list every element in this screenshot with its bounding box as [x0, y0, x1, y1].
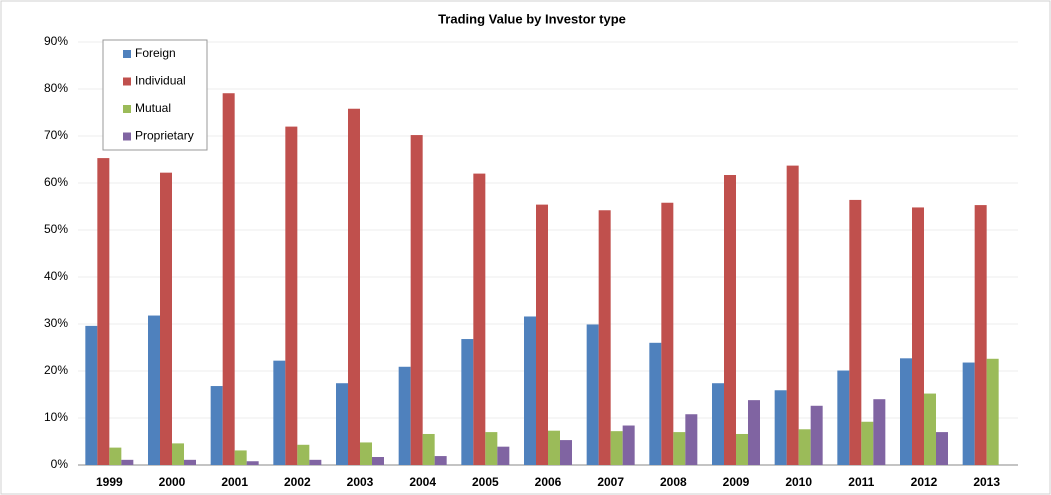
bar [936, 432, 948, 465]
y-tick-label: 0% [51, 457, 69, 471]
x-tick-label: 2010 [785, 475, 812, 489]
bar [109, 447, 122, 465]
legend-swatch [123, 105, 131, 113]
bar [712, 383, 724, 465]
x-tick-label: 2003 [347, 475, 374, 489]
bar [97, 158, 110, 465]
x-tick-label: 2012 [911, 475, 938, 489]
chart-title: Trading Value by Investor type [438, 11, 626, 26]
bar [148, 315, 160, 465]
bar [160, 172, 172, 465]
bar [610, 431, 623, 465]
x-tick-label: 2013 [973, 475, 1000, 489]
bar [736, 433, 748, 465]
bar [861, 421, 874, 465]
bar [724, 175, 736, 465]
bar [461, 339, 474, 465]
bar [560, 440, 572, 465]
bar [849, 199, 862, 466]
legend-label: Mutual [135, 101, 171, 115]
legend-swatch [123, 132, 131, 141]
bar [598, 210, 611, 465]
y-tick-label: 50% [44, 222, 68, 236]
x-tick-label: 2007 [597, 475, 624, 489]
y-tick-label: 30% [44, 316, 68, 330]
bar [786, 165, 799, 466]
bar [360, 442, 372, 465]
y-tick-label: 90% [44, 34, 68, 48]
bar [524, 316, 536, 465]
bar [184, 459, 196, 465]
bar [873, 399, 886, 465]
x-tick-label: 2005 [472, 475, 499, 489]
bar [900, 358, 912, 465]
bar [586, 324, 599, 465]
bar [234, 450, 247, 465]
x-tick-label: 2004 [409, 475, 436, 489]
bar [297, 444, 310, 465]
bar [434, 456, 447, 465]
bar [497, 446, 510, 465]
bar [121, 459, 134, 465]
bar [798, 429, 811, 465]
bar [309, 459, 322, 465]
legend-label: Proprietary [135, 129, 194, 143]
bar [246, 461, 259, 465]
bar [649, 342, 662, 465]
bar [348, 108, 360, 466]
bar [336, 383, 348, 465]
bar [837, 370, 850, 465]
x-tick-label: 2000 [159, 475, 186, 489]
y-tick-label: 70% [44, 128, 68, 142]
x-tick-label: 2001 [221, 475, 248, 489]
x-tick-label: 2002 [284, 475, 311, 489]
bar [536, 204, 548, 465]
bar [685, 414, 698, 465]
bar [398, 366, 411, 465]
bar [285, 126, 298, 465]
bar [622, 425, 635, 465]
bar [172, 443, 184, 465]
y-tick-label: 10% [44, 410, 68, 424]
bar [748, 400, 760, 465]
bar [222, 93, 235, 465]
x-tick-label: 2011 [848, 475, 874, 489]
x-tick-label: 2008 [660, 475, 687, 489]
bar [661, 202, 674, 466]
bar [485, 432, 498, 465]
bar [85, 325, 98, 465]
y-tick-label: 60% [44, 175, 68, 189]
bar [810, 405, 823, 465]
bar [962, 362, 975, 465]
legend-swatch [123, 50, 131, 58]
bar [422, 433, 435, 465]
x-tick-label: 2006 [535, 475, 562, 489]
y-tick-label: 20% [44, 363, 68, 377]
bar [673, 432, 686, 465]
bar [924, 393, 936, 465]
bar [986, 358, 999, 465]
legend-swatch [123, 77, 131, 86]
legend-label: Individual [135, 74, 186, 88]
legend-box [102, 39, 208, 151]
x-tick-label: 2009 [723, 475, 750, 489]
legend-label: Foreign [135, 46, 176, 60]
bar [974, 205, 987, 465]
bar [548, 430, 560, 465]
bar [210, 386, 223, 465]
y-tick-label: 40% [44, 269, 68, 283]
bar [273, 360, 286, 465]
x-tick-label: 1999 [96, 475, 123, 489]
bar [912, 207, 924, 465]
bar [774, 390, 787, 465]
y-tick-label: 80% [44, 81, 68, 95]
bar [410, 135, 423, 465]
bar [473, 173, 486, 465]
bar [372, 457, 384, 465]
